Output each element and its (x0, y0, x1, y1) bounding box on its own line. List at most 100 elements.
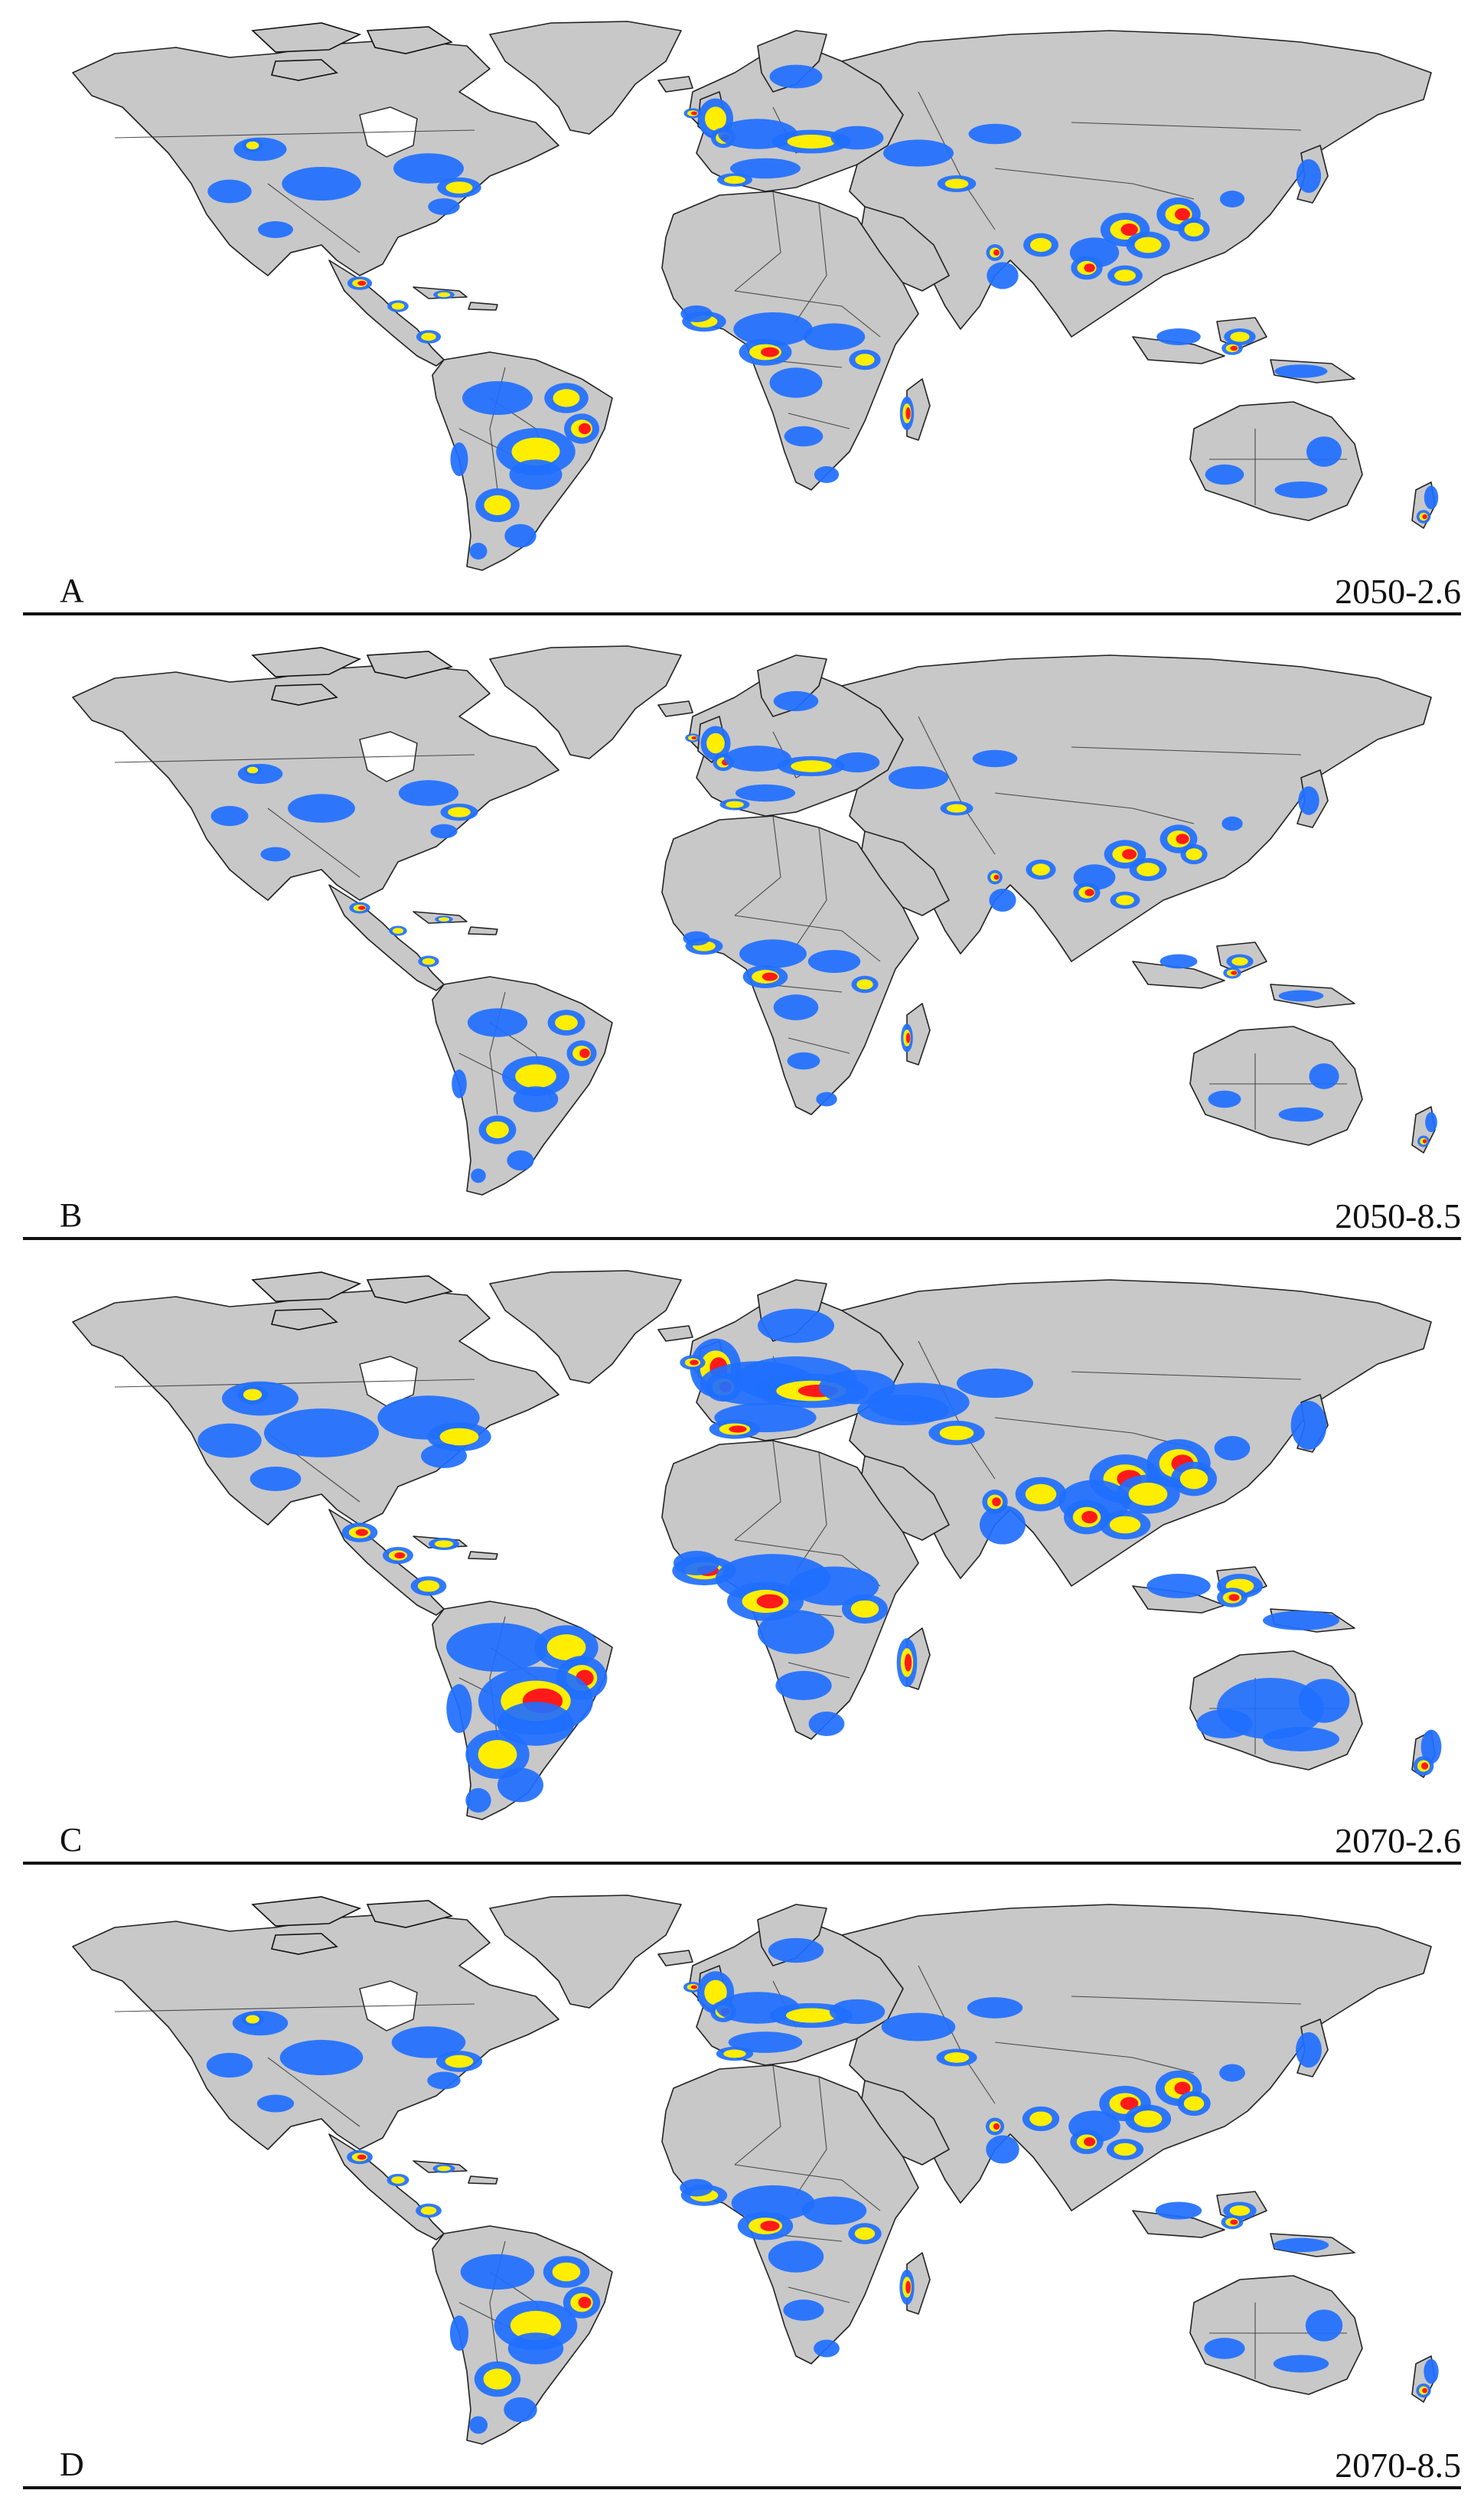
low-suitability-area (730, 158, 801, 179)
low-suitability-area (460, 2254, 535, 2290)
low-suitability-area (263, 1408, 380, 1457)
greenland (489, 645, 682, 759)
medium-suitability-area (706, 733, 725, 754)
central-america (328, 259, 445, 367)
medium-suitability-area (1134, 237, 1162, 253)
low-suitability-area (808, 1712, 845, 1736)
low-suitability-area (260, 847, 291, 862)
asia (841, 30, 1432, 338)
medium-suitability-area (1229, 2205, 1251, 2216)
panel-letter: D (60, 2446, 84, 2483)
low-suitability-area (735, 784, 796, 802)
low-suitability-area (888, 766, 949, 789)
low-suitability-area (967, 1997, 1023, 2019)
low-suitability-area (775, 1670, 832, 1701)
medium-suitability-area (855, 354, 875, 366)
low-suitability-area (471, 1168, 486, 1183)
low-suitability-area (814, 466, 840, 483)
low-suitability-area (757, 1610, 835, 1654)
world-map (72, 645, 1437, 1196)
medium-suitability-area (1032, 863, 1050, 876)
low-suitability-area (1306, 436, 1342, 467)
medium-suitability-area (555, 1015, 578, 1030)
low-suitability-area (513, 1086, 559, 1112)
medium-suitability-area (515, 1064, 556, 1088)
low-suitability-area (768, 2241, 824, 2273)
low-suitability-area (450, 442, 468, 476)
low-suitability-area (680, 2179, 713, 2197)
low-suitability-area (968, 123, 1022, 145)
low-suitability-area (1296, 159, 1322, 193)
low-suitability-area (724, 746, 791, 772)
low-suitability-area (733, 312, 813, 346)
panel-divider (23, 2486, 1461, 2489)
iceland (657, 1325, 693, 1342)
greenland (489, 1895, 682, 2009)
medium-suitability-area (445, 181, 473, 194)
low-suitability-area (1262, 1727, 1340, 1751)
high-suitability-area (357, 280, 367, 286)
low-suitability-area (1424, 485, 1439, 510)
map-panel-b: B 2050-8.5 (0, 625, 1484, 1249)
low-suitability-area (428, 198, 460, 215)
medium-suitability-area (1183, 2096, 1205, 2111)
high-suitability-area (690, 1359, 699, 1366)
greenland (489, 21, 682, 135)
low-suitability-area (1219, 191, 1245, 207)
medium-suitability-area (1231, 957, 1248, 966)
low-suitability-area (769, 367, 823, 398)
low-suitability-area (1274, 364, 1328, 378)
low-suitability-area (1305, 2309, 1343, 2342)
low-suitability-area (430, 824, 458, 839)
low-suitability-area (250, 1467, 302, 1491)
high-suitability-area (993, 2123, 1000, 2130)
scenario-label: 2070-8.5 (1335, 2446, 1461, 2485)
medium-suitability-area (939, 1425, 974, 1441)
high-suitability-area (1422, 1139, 1427, 1144)
low-suitability-area (258, 221, 293, 238)
high-suitability-area (1174, 2081, 1191, 2095)
high-suitability-area (690, 1985, 698, 1989)
low-suitability-area (197, 1423, 262, 1458)
low-suitability-area (1424, 2358, 1439, 2384)
low-suitability-area (420, 1444, 468, 1468)
world-map (72, 1895, 1439, 2445)
medium-suitability-area (552, 2262, 581, 2282)
high-suitability-area (760, 2221, 780, 2231)
low-suitability-area (279, 2039, 364, 2076)
low-suitability-area (210, 805, 249, 827)
medium-suitability-area (553, 389, 580, 407)
low-suitability-area (1290, 1401, 1327, 1450)
low-suitability-area (206, 2052, 253, 2078)
medium-suitability-area (434, 1540, 454, 1548)
low-suitability-area (1196, 1709, 1253, 1739)
high-suitability-area (355, 1529, 368, 1536)
madagascar (906, 1003, 931, 1066)
land-masses (72, 645, 1436, 1196)
medium-suitability-area (785, 2008, 837, 2023)
low-suitability-area (1262, 1611, 1340, 1630)
medium-suitability-area (422, 958, 435, 965)
high-suitability-area (579, 1048, 590, 1059)
scenario-label: 2070-2.6 (1335, 1821, 1461, 1860)
medium-suitability-area (486, 1121, 509, 1139)
medium-suitability-area (946, 804, 967, 813)
medium-suitability-area (726, 801, 744, 808)
medium-suitability-area (448, 807, 471, 818)
low-suitability-area (288, 794, 355, 823)
low-suitability-area (881, 2012, 956, 2041)
low-suitability-area (1298, 1679, 1350, 1723)
low-suitability-area (1219, 2064, 1245, 2082)
low-suitability-area (830, 126, 884, 150)
low-suitability-area (427, 2071, 461, 2090)
low-suitability-area (1309, 1063, 1339, 1089)
greenland (489, 1270, 682, 1384)
medium-suitability-area (437, 2165, 451, 2172)
low-suitability-area (467, 1008, 528, 1037)
medium-suitability-area (478, 1740, 517, 1769)
high-suitability-area (1175, 208, 1190, 220)
high-suitability-area (992, 1497, 1001, 1506)
central-america (328, 884, 445, 991)
north-america (72, 664, 559, 901)
iceland (657, 1950, 693, 1966)
